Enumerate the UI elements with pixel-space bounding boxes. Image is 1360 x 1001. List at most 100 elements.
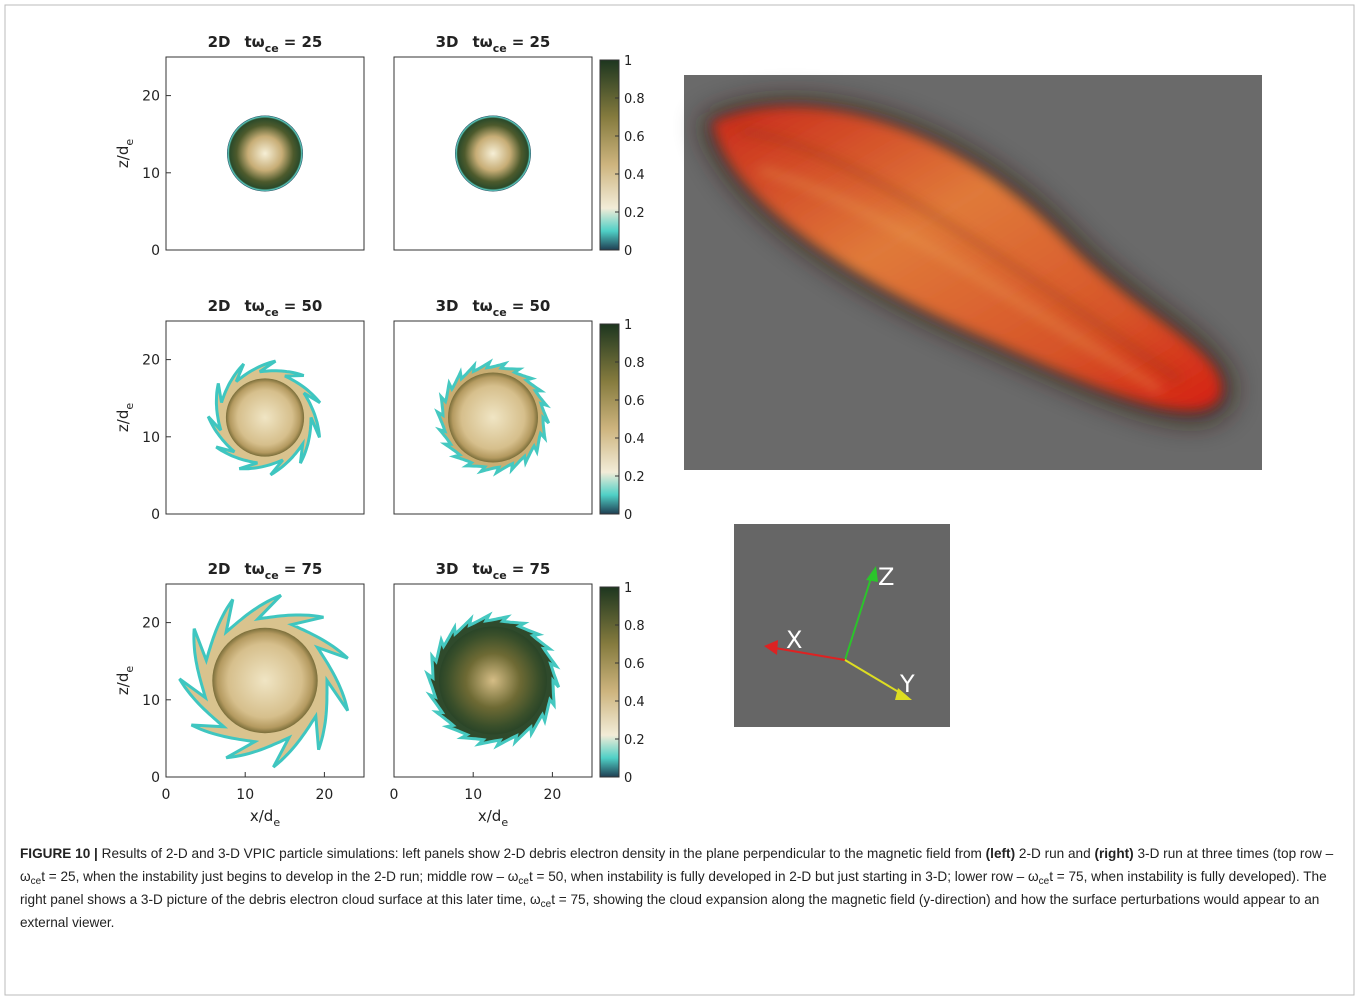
label-sub: e <box>123 139 136 146</box>
time-subscript: ce <box>265 42 279 55</box>
colorbar-tick-label: 0.8 <box>624 619 645 634</box>
colorbar-tick-label: 0.6 <box>624 130 645 145</box>
triad-label: Z <box>878 563 894 591</box>
colorbar-tick-label: 1 <box>624 581 632 596</box>
density-image <box>455 116 531 192</box>
caption-text: t = 25, when the instability just begins… <box>41 869 518 884</box>
y-tick-label: 20 <box>142 89 160 105</box>
colorbar-tick-label: 0.6 <box>624 657 645 672</box>
y-tick-label: 10 <box>142 693 160 709</box>
caption-bold: (left) <box>986 846 1015 861</box>
panel-title: 2D tωce = 75 <box>208 560 323 582</box>
x-tick-label: 20 <box>315 787 333 803</box>
label-sub: e <box>123 666 136 673</box>
colorbar-tick-label: 0.8 <box>624 356 645 371</box>
y-tick-label: 10 <box>142 430 160 446</box>
page: Z X Y 2Dtωce= 2501020z/de3Dtωce= 2500.20… <box>0 0 1360 1001</box>
panel-dim: 3D <box>436 33 459 51</box>
time-value: = 25 <box>512 33 551 51</box>
colorbar-tick-label: 0 <box>624 244 632 259</box>
panel-title: 2D tωce = 25 <box>208 33 323 55</box>
colorbar-tick-label: 0 <box>624 508 632 523</box>
y-axis-label: z/de <box>114 666 136 695</box>
colorbar <box>600 587 619 777</box>
time-symbol: tω <box>245 297 265 315</box>
x-tick-label: 0 <box>390 787 399 803</box>
colorbar-tick-label: 0 <box>624 771 632 786</box>
caption-subscript: ce <box>31 876 42 887</box>
x-tick-label: 0 <box>162 787 171 803</box>
colorbar-tick-label: 1 <box>624 54 632 69</box>
panel-dim: 2D <box>208 33 231 51</box>
time-value: = 75 <box>512 560 551 578</box>
colorbar-tick-label: 1 <box>624 318 632 333</box>
y-tick-label: 0 <box>151 770 160 786</box>
y-tick-label: 20 <box>142 353 160 369</box>
label-main: x/d <box>478 807 501 825</box>
caption-subscript: ce <box>518 876 529 887</box>
x-tick-label: 10 <box>464 787 482 803</box>
time-symbol: tω <box>473 33 493 51</box>
time-subscript: ce <box>265 306 279 319</box>
time-value: = 50 <box>284 297 323 315</box>
colorbar <box>600 324 619 514</box>
x-tick-label: 10 <box>236 787 254 803</box>
caption: FIGURE 10 | Results of 2-D and 3-D VPIC … <box>20 842 1342 934</box>
caption-text: 2-D run and <box>1015 846 1094 861</box>
panel-dim: 2D <box>208 560 231 578</box>
x-axis-label: x/de <box>250 807 280 829</box>
caption-text: t = 50, when instability is fully develo… <box>529 869 1039 884</box>
caption-text: Results of 2-D and 3-D VPIC particle sim… <box>98 846 986 861</box>
time-value: = 75 <box>284 560 323 578</box>
label-main: z/d <box>114 146 132 168</box>
colorbar-tick-label: 0.6 <box>624 394 645 409</box>
y-tick-label: 0 <box>151 243 160 259</box>
colorbar <box>600 60 619 250</box>
time-subscript: ce <box>265 569 279 582</box>
caption-subscript: ce <box>541 899 552 910</box>
time-symbol: tω <box>473 560 493 578</box>
y-tick-label: 10 <box>142 166 160 182</box>
density-core <box>448 373 538 463</box>
panel-dim: 2D <box>208 297 231 315</box>
density-image <box>227 116 303 192</box>
colorbar-tick-label: 0.4 <box>624 168 645 183</box>
colorbar-tick-label: 0.2 <box>624 733 645 748</box>
caption-bold: (right) <box>1094 846 1133 861</box>
time-symbol: tω <box>473 297 493 315</box>
colorbar-tick-label: 0.2 <box>624 206 645 221</box>
label-sub: e <box>123 403 136 410</box>
colorbar-tick-label: 0.2 <box>624 470 645 485</box>
label-main: x/d <box>250 807 273 825</box>
colorbar-tick-label: 0.4 <box>624 432 645 447</box>
axis-triad: Z X Y <box>734 524 950 727</box>
panel-title: 3D tωce = 25 <box>436 33 551 55</box>
density-core <box>226 378 304 456</box>
colorbar-tick-label: 0.4 <box>624 695 645 710</box>
time-value: = 50 <box>512 297 551 315</box>
density-core <box>439 627 547 735</box>
time-value: = 25 <box>284 33 323 51</box>
colorbar-tick-label: 0.8 <box>624 92 645 107</box>
time-subscript: ce <box>493 306 507 319</box>
x-tick-label: 20 <box>543 787 561 803</box>
panel-title: 2D tωce = 50 <box>208 297 323 319</box>
caption-subscript: ce <box>1039 876 1050 887</box>
time-symbol: tω <box>245 560 265 578</box>
time-symbol: tω <box>245 33 265 51</box>
triad-label: Y <box>899 670 915 698</box>
y-tick-label: 20 <box>142 616 160 632</box>
render-panel <box>684 75 1262 470</box>
density-core <box>212 628 317 733</box>
label-sub: e <box>501 816 508 829</box>
y-tick-label: 0 <box>151 507 160 523</box>
x-axis-label: x/de <box>478 807 508 829</box>
time-subscript: ce <box>493 42 507 55</box>
label-main: z/d <box>114 410 132 432</box>
panel-dim: 3D <box>436 560 459 578</box>
time-subscript: ce <box>493 569 507 582</box>
